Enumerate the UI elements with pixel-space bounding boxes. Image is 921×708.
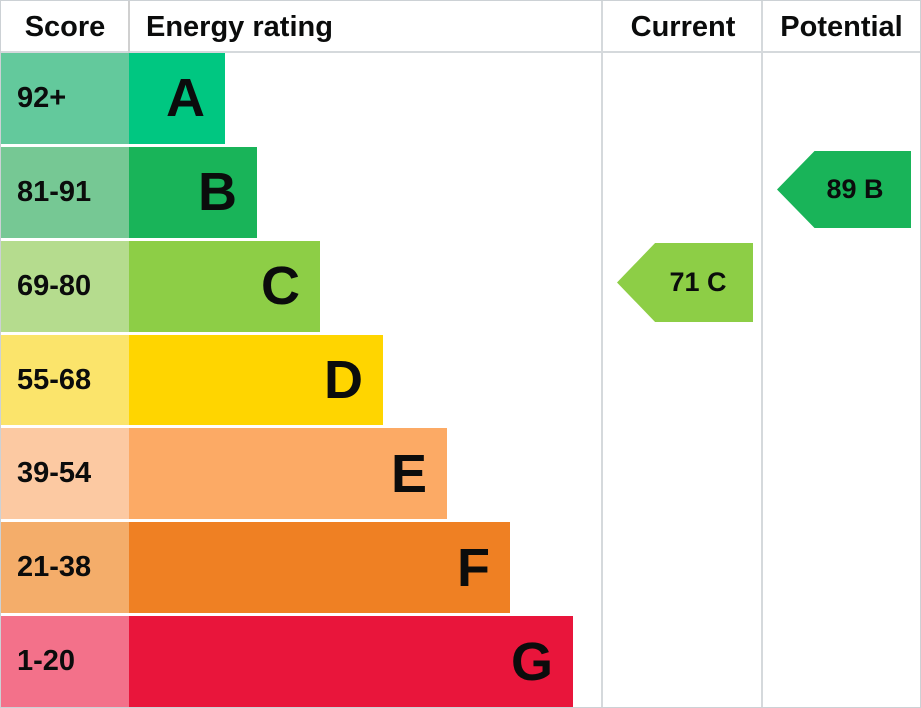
band-row-c: 69-80 C [1,240,920,335]
band-row-e: 39-54 E [1,428,920,522]
band-row-g: 1-20 G [1,616,920,707]
rating-bar-g: G [129,616,573,707]
rating-bar-a: A [129,53,225,144]
band-row-d: 55-68 D [1,334,920,429]
header-score: Score [24,10,106,43]
rating-bar-c: C [129,240,320,332]
score-range: 1-20 [1,616,129,707]
band-rows: 92+ A 81-91 B 69-80 C 55-68 D 39-54 E 21… [1,53,920,707]
header-row: Score Energy rating Current Potential [1,1,920,53]
header-energy-rating: Energy rating [146,10,333,43]
score-range: 39-54 [1,428,129,520]
band-row-b: 81-91 B [1,146,920,241]
score-range: 69-80 [1,240,129,332]
band-row-f: 21-38 F [1,522,920,616]
score-column-divider [128,1,130,53]
rating-bar-d: D [129,334,383,426]
score-range: 21-38 [1,522,129,614]
potential-column-divider [761,1,763,707]
score-range: 55-68 [1,334,129,426]
current-column-divider [601,1,603,707]
rating-bar-f: F [129,522,510,614]
band-row-a: 92+ A [1,53,920,147]
score-range: 92+ [1,53,129,144]
header-potential: Potential [780,10,903,43]
header-current: Current [630,10,736,43]
rating-bar-e: E [129,428,447,520]
score-range: 81-91 [1,146,129,238]
rating-bar-b: B [129,146,257,238]
